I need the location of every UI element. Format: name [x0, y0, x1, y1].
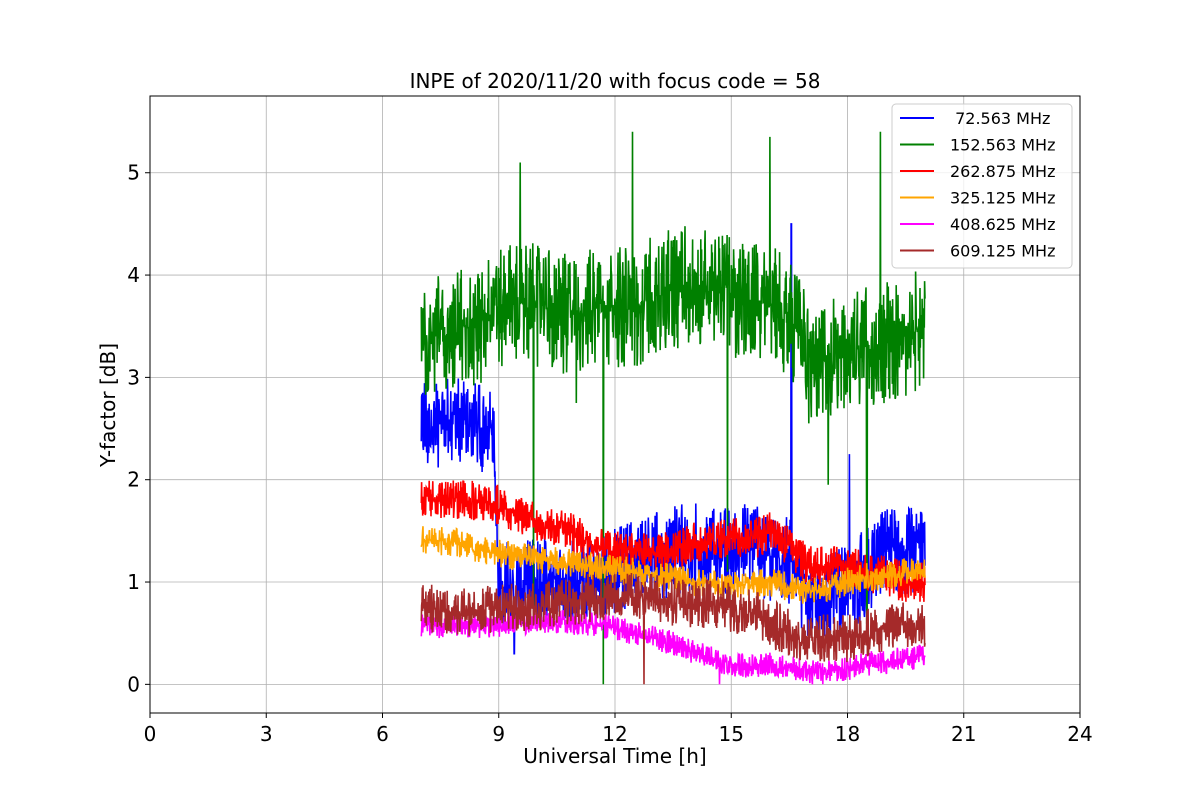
series-line: [420, 480, 926, 602]
series-layer: [420, 131, 926, 685]
x-axis-label: Universal Time [h]: [523, 744, 706, 768]
x-tick-label: 0: [144, 722, 157, 746]
legend-label: 72.563 MHz: [950, 109, 1050, 128]
legend-label: 325.125 MHz: [950, 189, 1055, 208]
x-tick-label: 24: [1067, 722, 1092, 746]
y-axis-label: Y-factor [dB]: [96, 343, 120, 468]
y-tick-label: 3: [127, 365, 140, 389]
legend-label: 262.875 MHz: [950, 162, 1055, 181]
legend-label: 152.563 MHz: [950, 136, 1055, 155]
series-line: [420, 131, 926, 685]
x-tick-label: 3: [260, 722, 273, 746]
x-tick-label: 15: [719, 722, 744, 746]
legend-box: [891, 103, 1073, 269]
x-tick-label: 18: [835, 722, 860, 746]
y-tick-label: 0: [127, 672, 140, 696]
series-line: [420, 572, 926, 685]
y-tick-label: 2: [127, 468, 140, 492]
x-tick-label: 9: [492, 722, 505, 746]
chart-title: INPE of 2020/11/20 with focus code = 58: [410, 69, 821, 93]
x-tick-label: 12: [602, 722, 627, 746]
y-tick-label: 4: [127, 263, 140, 287]
x-tick-label: 6: [376, 722, 389, 746]
legend: 72.563 MHz 152.563 MHz 262.875 MHz 325.125 …: [891, 103, 1073, 269]
legend-label: 609.125 MHz: [950, 242, 1055, 261]
y-tick-label: 1: [127, 570, 140, 594]
series-line: [420, 526, 926, 604]
legend-label: 408.625 MHz: [950, 215, 1055, 234]
x-tick-label: 21: [951, 722, 976, 746]
y-tick-label: 5: [127, 161, 140, 185]
